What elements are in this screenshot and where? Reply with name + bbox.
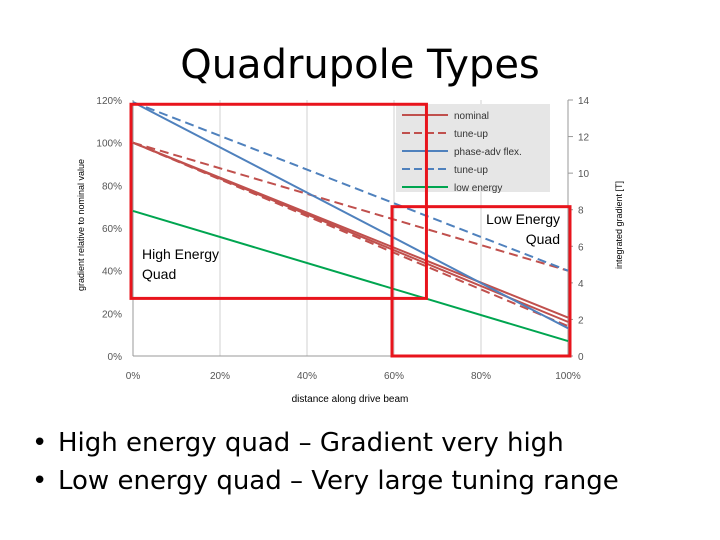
bullet-text: High energy quad – Gradient very high [58,428,564,458]
legend-label: phase-adv flex. [454,147,522,158]
legend-label: tune-up [454,129,488,140]
y-tick-label: 60% [102,224,122,235]
x-tick-label: 60% [384,371,404,382]
y-tick-label: 40% [102,267,122,278]
series-line [132,209,569,343]
series-line [132,101,569,272]
y-tick-label: 100% [96,139,122,150]
series-line [132,101,569,330]
x-axis-label: distance along drive beam [292,394,409,405]
annotation-box [129,102,428,300]
y2-tick-label: 10 [578,169,590,180]
y2-tick-label: 0 [578,352,584,363]
annotation-boxes: High Energy Quad Low Energy Quad [129,102,572,358]
y-tick-label: 0% [108,352,123,363]
y-tick-label: 20% [102,309,122,320]
y2-tick-labels: 0 2 4 6 8 10 12 14 [568,96,590,363]
legend-label: low energy [454,183,502,194]
slide-title: Quadrupole Types [180,42,540,88]
y2-tick-label: 6 [578,242,584,253]
legend-box [396,104,550,192]
annotation-label: Quad [142,266,176,282]
legend-label: tune-up [454,165,488,176]
y2-tick-label: 14 [578,96,590,107]
bullet-dot: • [32,466,48,496]
series-line [132,141,569,319]
x-tick-labels: 0% 20% 40% 60% 80% 100% [126,371,581,382]
y-axis-label: gradient relative to nominal value [76,159,86,291]
y-tick-label: 80% [102,181,122,192]
y-tick-label: 120% [96,96,122,107]
annotation-label: High Energy [142,246,219,262]
x-tick-label: 100% [555,371,581,382]
y2-tick-label: 4 [578,279,584,290]
bullet-dot: • [32,428,48,458]
x-tick-label: 0% [126,371,141,382]
annotation-box [390,205,572,358]
legend-label: nominal [454,111,489,122]
series-line [132,141,569,272]
y2-tick-label: 8 [578,206,584,217]
y2-axis-label: integrated gradient [T] [614,181,624,269]
bullet-item: • High energy quad – Gradient very high [32,424,619,462]
legend: nominal tune-up phase-adv flex. tune-up low … [396,104,550,194]
bullet-item: • Low energy quad – Very large tuning ran… [32,462,619,500]
x-tick-label: 40% [297,371,317,382]
y-tick-labels: 0% 20% 40% 60% 80% 100% 120% [96,96,122,363]
bullet-text: Low energy quad – Very large tuning rang… [58,466,619,496]
annotation-label: Low Energy [486,211,560,227]
y2-tick-label: 2 [578,315,584,326]
x-tick-label: 20% [210,371,230,382]
bullet-list: • High energy quad – Gradient very high •… [32,424,619,500]
x-tick-label: 80% [471,371,491,382]
series-line-extra [132,141,569,328]
annotation-label: Quad [526,231,560,247]
series-lines [132,101,569,343]
y2-tick-label: 12 [578,133,590,144]
